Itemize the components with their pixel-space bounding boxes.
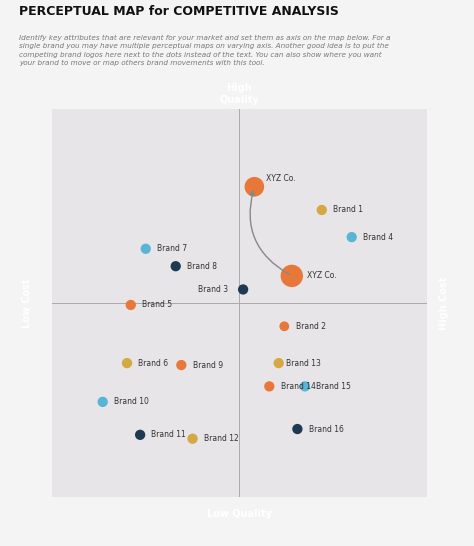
Point xyxy=(99,397,107,406)
Point xyxy=(348,233,356,241)
Point xyxy=(172,262,180,271)
Text: Brand 13: Brand 13 xyxy=(286,359,321,367)
FancyArrowPatch shape xyxy=(250,191,289,275)
Text: PERCEPTUAL MAP for COMPETITIVE ANALYSIS: PERCEPTUAL MAP for COMPETITIVE ANALYSIS xyxy=(19,5,339,19)
Point xyxy=(288,271,296,280)
Text: Low Quality: Low Quality xyxy=(207,509,272,519)
Text: Identify key attributes that are relevant for your market and set them as axis o: Identify key attributes that are relevan… xyxy=(19,35,391,66)
Text: XYZ Co.: XYZ Co. xyxy=(307,271,337,281)
Text: Brand 14: Brand 14 xyxy=(281,382,315,391)
Text: Brand 1: Brand 1 xyxy=(333,205,363,215)
Text: High
Quality: High Quality xyxy=(219,83,259,105)
Point xyxy=(265,382,273,391)
Point xyxy=(275,359,283,367)
Text: Brand 15: Brand 15 xyxy=(316,382,351,391)
Text: Brand 10: Brand 10 xyxy=(114,397,149,406)
Text: Brand 9: Brand 9 xyxy=(192,360,223,370)
Text: Brand 3: Brand 3 xyxy=(198,285,228,294)
Text: Brand 8: Brand 8 xyxy=(187,262,217,271)
Point xyxy=(239,285,247,294)
Text: Brand 6: Brand 6 xyxy=(138,359,168,367)
Point xyxy=(318,206,326,215)
Text: Brand 2: Brand 2 xyxy=(296,322,326,331)
Text: Brand 7: Brand 7 xyxy=(157,244,187,253)
Point xyxy=(123,359,131,367)
Point xyxy=(301,382,309,391)
Text: Low Cost: Low Cost xyxy=(22,278,32,328)
Text: Brand 16: Brand 16 xyxy=(309,425,344,434)
Text: Brand 12: Brand 12 xyxy=(204,434,238,443)
Point xyxy=(293,425,301,434)
Point xyxy=(251,182,258,191)
Point xyxy=(137,430,144,439)
Point xyxy=(178,361,185,370)
Text: Brand 4: Brand 4 xyxy=(363,233,393,242)
Text: Brand 11: Brand 11 xyxy=(151,430,186,440)
Text: XYZ Co.: XYZ Co. xyxy=(265,175,295,183)
Text: High Cost: High Cost xyxy=(439,276,449,330)
Point xyxy=(127,301,135,310)
Text: Brand 5: Brand 5 xyxy=(142,300,172,310)
Point xyxy=(189,435,196,443)
Point xyxy=(281,322,288,331)
Point xyxy=(142,245,149,253)
